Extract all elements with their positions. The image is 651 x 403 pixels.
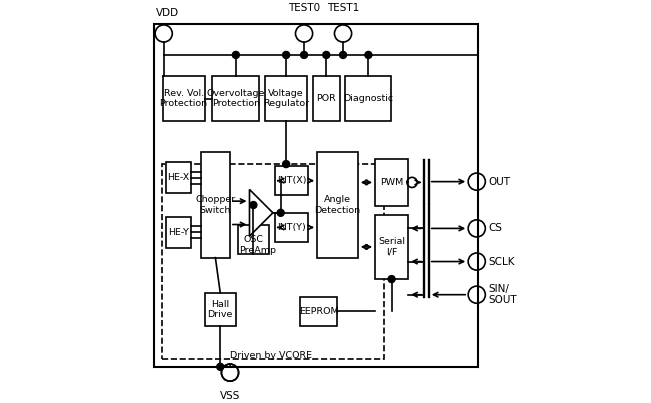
Circle shape [323,52,330,58]
Circle shape [301,52,307,58]
FancyBboxPatch shape [265,77,307,121]
FancyBboxPatch shape [165,217,191,248]
Text: INT(X): INT(X) [277,176,306,185]
Polygon shape [249,189,273,236]
Circle shape [283,160,290,168]
FancyBboxPatch shape [346,77,391,121]
Circle shape [277,209,284,216]
Circle shape [232,52,240,58]
Text: OSC: OSC [243,235,264,244]
Text: Angle
Detection: Angle Detection [314,195,361,215]
Text: PWM: PWM [380,178,403,187]
FancyBboxPatch shape [154,24,478,367]
FancyBboxPatch shape [317,152,358,258]
Text: Diagnostic: Diagnostic [343,94,393,103]
Text: HE-Y: HE-Y [168,228,189,237]
FancyBboxPatch shape [161,164,384,359]
Circle shape [365,52,372,58]
Text: Rev. Vol.
Protection: Rev. Vol. Protection [159,89,208,108]
FancyBboxPatch shape [201,152,230,258]
Circle shape [283,52,290,58]
FancyBboxPatch shape [238,224,269,254]
Text: PreAmp: PreAmp [239,246,276,255]
Text: CS: CS [488,223,503,233]
Text: Chopper
Switch: Chopper Switch [195,195,236,215]
Text: Hall
Drive: Hall Drive [208,299,233,319]
Text: INT(Y): INT(Y) [277,223,306,232]
FancyBboxPatch shape [212,77,259,121]
Circle shape [217,363,224,370]
FancyBboxPatch shape [204,293,236,326]
Text: Voltage
Regulator: Voltage Regulator [263,89,309,108]
Text: TEST1: TEST1 [327,3,359,13]
Text: HE-X: HE-X [167,173,189,182]
Text: OUT: OUT [488,177,510,187]
FancyBboxPatch shape [163,77,204,121]
Text: Driven by VCORE: Driven by VCORE [230,351,312,359]
Text: EEPROM: EEPROM [299,307,339,316]
Text: Serial
I/F: Serial I/F [378,237,405,257]
Circle shape [388,276,395,283]
Text: SIN/
SOUT: SIN/ SOUT [488,284,517,305]
Text: Overvoltage
Protection: Overvoltage Protection [206,89,265,108]
Text: TEST0: TEST0 [288,3,320,13]
Text: POR: POR [316,94,336,103]
Text: VSS: VSS [220,391,240,401]
FancyBboxPatch shape [300,297,337,326]
FancyBboxPatch shape [165,162,191,193]
Text: SCLK: SCLK [488,257,515,266]
FancyBboxPatch shape [275,166,308,195]
Circle shape [340,52,346,58]
Text: VDD: VDD [156,8,179,18]
FancyBboxPatch shape [375,215,408,279]
FancyBboxPatch shape [275,213,308,242]
Circle shape [250,202,257,208]
FancyBboxPatch shape [375,159,408,206]
FancyBboxPatch shape [313,77,340,121]
